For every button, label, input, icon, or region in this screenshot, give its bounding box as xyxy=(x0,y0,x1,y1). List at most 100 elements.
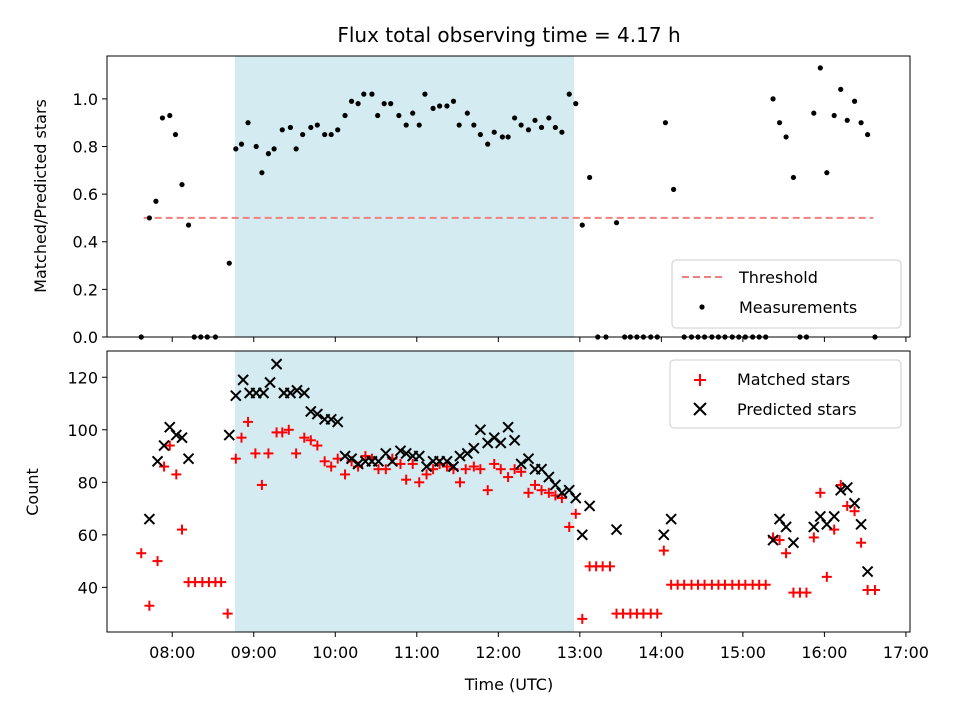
bottom-legend: Matched stars Predicted stars xyxy=(669,359,902,429)
measurement-point xyxy=(817,65,823,71)
matched-star-point xyxy=(136,548,147,559)
matched-star-point xyxy=(482,485,493,496)
measurement-point xyxy=(153,198,159,204)
predicted-star-point xyxy=(270,358,283,370)
measurement-point xyxy=(416,122,422,128)
predicted-star-point xyxy=(474,424,487,436)
measurement-point xyxy=(512,115,518,121)
chart-title: Flux total observing time = 4.17 h xyxy=(337,23,680,47)
measurement-point xyxy=(858,120,864,126)
predicted-star-point xyxy=(515,458,527,470)
measurement-point xyxy=(505,134,511,140)
matched-star-point xyxy=(475,464,486,475)
measurement-point xyxy=(485,141,491,147)
predicted-star-point xyxy=(284,387,297,399)
measurement-point xyxy=(335,127,341,133)
measurement-point xyxy=(851,98,858,104)
predicted-star-point xyxy=(325,413,337,425)
bottom-y-tick-label: 80 xyxy=(78,473,98,492)
predicted-star-point xyxy=(311,408,324,420)
matched-star-point xyxy=(652,608,663,619)
predicted-star-point xyxy=(352,458,364,470)
x-tick-label: 13:00 xyxy=(557,643,603,662)
bottom-y-tick-label: 100 xyxy=(67,421,98,440)
predicted-star-point xyxy=(143,513,156,525)
matched-star-point xyxy=(312,440,323,451)
matched-star-point xyxy=(781,548,792,559)
measurement-point xyxy=(179,181,185,188)
matched-star-point xyxy=(495,464,506,475)
predicted-star-point xyxy=(508,434,521,446)
measurement-point xyxy=(450,98,457,104)
matched-star-point xyxy=(360,451,371,462)
measurements-points xyxy=(138,65,878,340)
x-tick-label: 17:00 xyxy=(883,643,929,662)
matched-star-point xyxy=(869,584,880,595)
matched-star-point xyxy=(421,469,432,480)
measurement-point xyxy=(538,124,545,131)
x-tick-label: 10:00 xyxy=(312,643,358,662)
predicted-star-point xyxy=(502,421,514,433)
measurement-point xyxy=(396,112,402,119)
matched-star-point xyxy=(577,613,588,624)
predicted-star-point xyxy=(158,439,170,452)
x-tick-label: 09:00 xyxy=(231,643,277,662)
x-tick-label: 12:00 xyxy=(475,643,521,662)
measurement-point xyxy=(499,134,505,140)
predicted-star-point xyxy=(394,445,407,457)
matched-star-point xyxy=(326,461,337,472)
top-y-tick-label: 0.0 xyxy=(73,328,98,347)
bottom-axes-frame xyxy=(106,350,911,633)
matched-star-point xyxy=(543,487,554,498)
matched-star-point xyxy=(760,579,771,590)
predicted-star-point xyxy=(468,442,480,454)
predicted-star-point xyxy=(332,416,344,428)
measurement-point xyxy=(811,110,817,116)
measurement-point xyxy=(783,134,789,140)
predicted-star-point xyxy=(151,455,164,468)
top-y-axis-label: Matched/Predicted stars xyxy=(31,99,50,293)
predicted-star-point xyxy=(298,387,310,399)
bottom-y-tick-label: 120 xyxy=(67,368,98,387)
predicted-star-point xyxy=(495,437,507,449)
measurement-point xyxy=(477,131,483,138)
top-y-ticks: 0.0 0.2 0.4 0.6 0.8 1.0 xyxy=(73,90,107,347)
measurement-point xyxy=(770,96,776,102)
predicted-star-point xyxy=(237,374,249,386)
matched-star-point xyxy=(523,487,534,498)
measurement-point xyxy=(185,222,192,228)
measurement-point xyxy=(403,122,409,128)
measurement-point xyxy=(238,141,245,147)
measurement-point xyxy=(613,220,620,226)
legend-matched-swatch xyxy=(694,374,706,386)
matched-star-point xyxy=(243,416,254,427)
predicted-star-point xyxy=(291,384,303,397)
matched-star-point xyxy=(856,537,867,548)
measurement-point xyxy=(422,91,428,97)
measurement-point xyxy=(259,170,265,176)
measurement-point xyxy=(831,112,837,119)
measurement-point xyxy=(172,131,179,138)
measurement-point xyxy=(287,124,294,131)
measurement-point xyxy=(838,86,844,92)
legend-matched-label: Matched stars xyxy=(737,370,850,389)
measurement-point xyxy=(518,122,524,128)
measurement-point xyxy=(245,120,251,126)
measurement-point xyxy=(559,129,565,135)
predicted-star-point xyxy=(767,534,779,546)
top-y-tick-label: 0.2 xyxy=(73,280,98,299)
matched-star-point xyxy=(164,440,175,451)
predicted-star-point xyxy=(230,389,242,402)
measurement-point xyxy=(573,101,579,107)
predicted-star-point xyxy=(454,450,466,462)
predicted-star-point xyxy=(400,447,412,460)
predicted-star-point xyxy=(413,450,425,462)
matched-star-point xyxy=(305,435,316,446)
top-legend: Threshold Measurements xyxy=(671,259,902,329)
top-axes-frame xyxy=(106,55,911,338)
predicted-star-point xyxy=(610,523,623,536)
matched-star-point xyxy=(401,474,412,485)
predicted-star-point xyxy=(841,481,853,494)
measurement-point xyxy=(328,131,334,138)
